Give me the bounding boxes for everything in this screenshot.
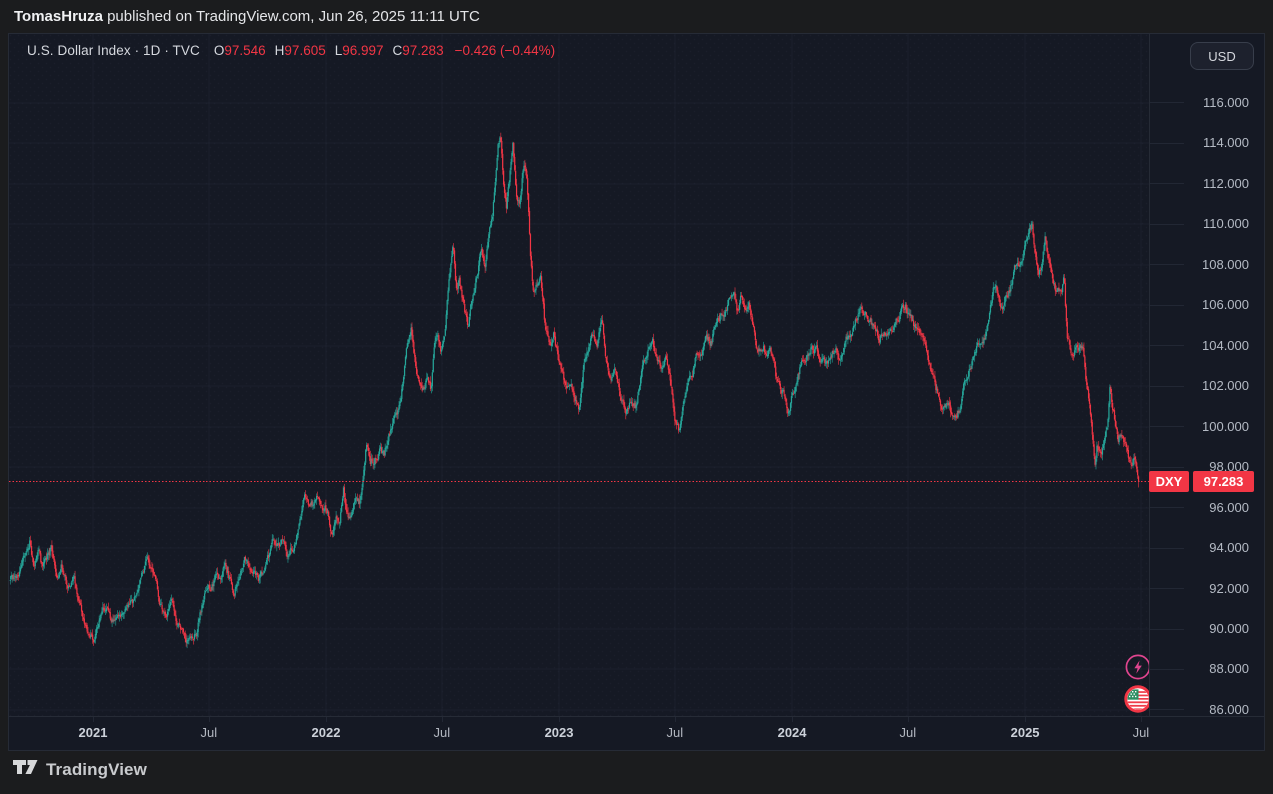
- time-axis-tick: [674, 717, 676, 722]
- time-axis[interactable]: 2021 Jul 2022 Jul 2023 Jul 2024 Jul 2025 Jul: [9, 716, 1264, 750]
- price-axis-label: 104.000: [1202, 337, 1249, 353]
- price-axis-tick: [1150, 385, 1184, 387]
- price-axis-tick: [1150, 507, 1184, 509]
- price-axis-tick: [1150, 547, 1184, 549]
- lightning-button[interactable]: [1125, 654, 1149, 680]
- price-axis-tick: [1150, 588, 1184, 590]
- price-axis-label: 96.000: [1209, 499, 1249, 515]
- time-axis-tick: [1140, 717, 1142, 722]
- candlestick-canvas[interactable]: [9, 34, 1149, 716]
- time-axis-tick: [93, 717, 94, 722]
- price-axis-tick: [1150, 304, 1184, 306]
- close-value: 97.283: [402, 43, 444, 58]
- chart-widget: U.S. Dollar Index · 1D · TVC O97.546 H97.6…: [8, 33, 1265, 751]
- price-axis-tick: [1150, 223, 1184, 225]
- high-label: H: [274, 43, 285, 58]
- price-axis-label: 112.000: [1202, 175, 1249, 191]
- price-axis-tick: [1150, 142, 1184, 144]
- time-axis-label: Jul: [666, 725, 684, 740]
- low-label: L: [334, 43, 343, 58]
- price-axis-tick: [1150, 668, 1184, 670]
- brand-text: TradingView: [46, 760, 147, 779]
- price-axis-label: 88.000: [1209, 661, 1249, 677]
- price-axis-label: 92.000: [1209, 580, 1249, 596]
- us-flag-icon: [1124, 685, 1149, 713]
- time-axis-tick: [559, 717, 561, 722]
- lightning-icon: [1125, 654, 1149, 680]
- time-axis-tick: [326, 717, 328, 722]
- tradingview-logo: [13, 760, 38, 774]
- price-axis-tick: [1150, 102, 1184, 104]
- chart-pane: U.S. Dollar Index · 1D · TVC O97.546 H97.6…: [9, 34, 1149, 716]
- price-axis-label: 100.000: [1202, 418, 1249, 434]
- footer-bar: TradingView: [0, 751, 1273, 794]
- price-axis-label: 114.000: [1202, 135, 1249, 151]
- low-value: 96.997: [342, 43, 384, 58]
- price-axis-tick: [1150, 264, 1184, 266]
- price-axis[interactable]: USD DXY 97.283 116.000 114.000 112.000 110.…: [1149, 34, 1265, 717]
- price-axis-tick: [1150, 628, 1184, 630]
- price-axis-tick: [1150, 183, 1184, 185]
- time-axis-label: Jul: [200, 725, 218, 740]
- price-line: [9, 481, 1149, 483]
- chart-legend: U.S. Dollar Index · 1D · TVC O97.546 H97.6…: [27, 43, 555, 58]
- flag-button[interactable]: [1123, 684, 1149, 714]
- price-axis-label: 110.000: [1202, 216, 1249, 232]
- close-label: C: [392, 43, 403, 58]
- price-axis-label: 94.000: [1209, 540, 1249, 556]
- change-value: −0.426 (−0.44%): [454, 43, 556, 58]
- time-axis-tick: [1025, 717, 1027, 722]
- time-axis-label: Jul: [433, 725, 451, 740]
- price-line-price-badge: 97.283: [1193, 471, 1254, 493]
- price-axis-label: 108.000: [1202, 256, 1249, 272]
- price-axis-tick: [1150, 709, 1184, 711]
- price-axis-label: 86.000: [1209, 701, 1249, 717]
- open-value: 97.546: [224, 43, 266, 58]
- attribution-text: published on TradingView.com, Jun 26, 20…: [102, 8, 480, 25]
- time-axis-tick: [208, 717, 210, 722]
- time-axis-label: 2023: [544, 725, 574, 740]
- price-axis-tick: [1150, 345, 1184, 347]
- time-axis-tick: [907, 717, 909, 722]
- high-value: 97.605: [284, 43, 326, 58]
- tradingview-brand-link[interactable]: TradingView: [12, 759, 147, 781]
- price-axis-tick: [1150, 426, 1184, 428]
- price-axis-label: 116.000: [1202, 94, 1249, 110]
- time-axis-label: Jul: [1132, 725, 1150, 740]
- currency-usd-button[interactable]: USD: [1190, 42, 1254, 70]
- time-axis-label: 2022: [311, 725, 341, 740]
- time-axis-label: Jul: [899, 725, 917, 740]
- time-axis-label: 2024: [777, 725, 807, 740]
- open-label: O: [213, 43, 225, 58]
- attribution-author: TomasHruza: [14, 8, 103, 25]
- symbol-title: U.S. Dollar Index · 1D · TVC: [27, 43, 200, 58]
- time-axis-label: 2025: [1010, 725, 1040, 740]
- time-axis-tick: [792, 717, 794, 722]
- time-axis-label: 2021: [78, 725, 108, 740]
- price-axis-tick: [1150, 466, 1184, 468]
- attribution-bar: TomasHruza published on TradingView.com,…: [0, 0, 1273, 33]
- price-axis-label: 90.000: [1209, 621, 1249, 636]
- price-axis-label: 102.000: [1202, 378, 1249, 394]
- price-line-symbol-badge: DXY: [1149, 471, 1189, 493]
- time-axis-tick: [441, 717, 443, 722]
- price-axis-label: 106.000: [1202, 297, 1249, 313]
- price-axis-label: 98.000: [1209, 459, 1249, 475]
